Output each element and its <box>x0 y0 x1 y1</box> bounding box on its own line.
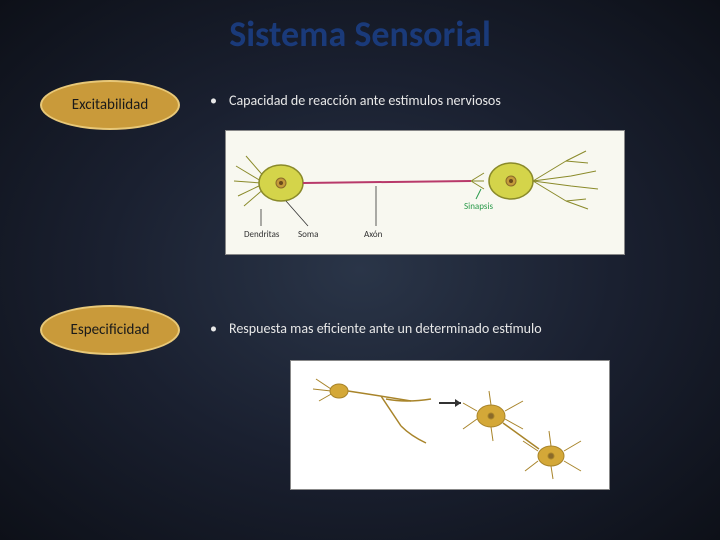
concept-label: Especificidad <box>71 321 150 339</box>
neuron-diagram-2 <box>290 360 610 490</box>
page-title: Sistema Sensorial <box>0 0 720 56</box>
sinapsis-label: Sinapsis <box>464 201 493 212</box>
dendritas-label: Dendritas <box>244 229 279 240</box>
axon-label: Axón <box>364 229 382 240</box>
description-text: Capacidad de reacción ante estímulos ner… <box>229 92 501 109</box>
bullet-dot-icon: • <box>210 320 217 337</box>
soma-label: Soma <box>298 229 318 240</box>
neuron-diagram-1: Dendritas Soma Axón Sinapsis <box>225 130 625 255</box>
concept-description-especificidad: • Respuesta mas eficiente ante un determ… <box>210 320 542 337</box>
concept-pill-excitabilidad: Excitabilidad <box>40 80 180 130</box>
concept-pill-especificidad: Especificidad <box>40 305 180 355</box>
concept-description-excitabilidad: • Capacidad de reacción ante estímulos n… <box>210 92 501 109</box>
concept-label: Excitabilidad <box>72 96 148 114</box>
bullet-dot-icon: • <box>210 92 217 109</box>
description-text: Respuesta mas eficiente ante un determin… <box>229 320 542 337</box>
